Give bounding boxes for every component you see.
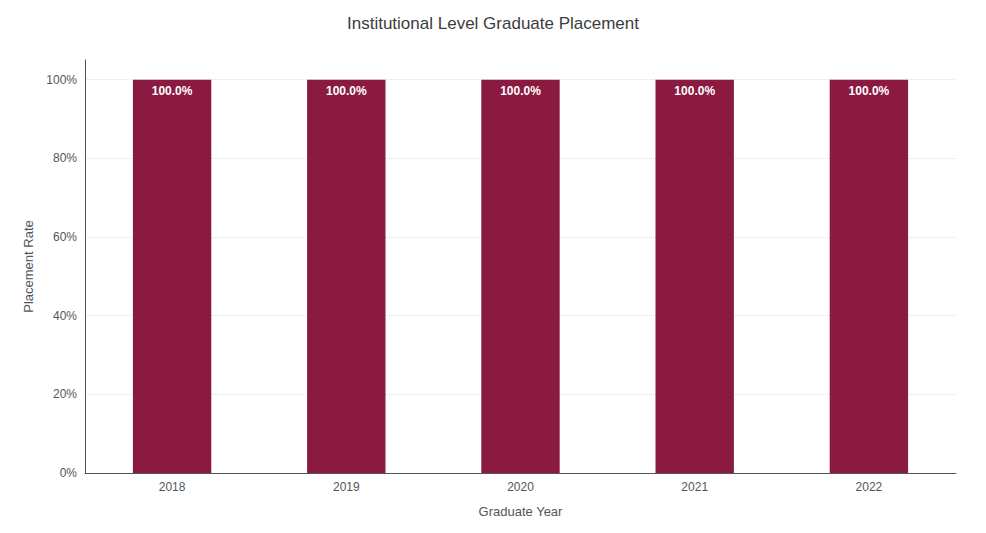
svg-text:Placement Rate: Placement Rate <box>21 220 36 313</box>
svg-text:40%: 40% <box>53 309 77 323</box>
svg-text:80%: 80% <box>53 151 77 165</box>
svg-text:100.0%: 100.0% <box>326 84 367 98</box>
svg-text:20%: 20% <box>53 387 77 401</box>
svg-text:100.0%: 100.0% <box>152 84 193 98</box>
svg-text:Graduate Year: Graduate Year <box>479 504 564 519</box>
svg-text:2021: 2021 <box>681 480 708 494</box>
svg-text:2019: 2019 <box>333 480 360 494</box>
svg-text:100%: 100% <box>46 73 77 87</box>
svg-text:2022: 2022 <box>856 480 883 494</box>
svg-text:Institutional Level Graduate P: Institutional Level Graduate Placement <box>347 14 639 33</box>
svg-text:0%: 0% <box>60 466 78 480</box>
svg-text:2018: 2018 <box>159 480 186 494</box>
svg-text:100.0%: 100.0% <box>674 84 715 98</box>
svg-text:2020: 2020 <box>507 480 534 494</box>
svg-text:100.0%: 100.0% <box>500 84 541 98</box>
svg-text:60%: 60% <box>53 230 77 244</box>
svg-text:100.0%: 100.0% <box>849 84 890 98</box>
